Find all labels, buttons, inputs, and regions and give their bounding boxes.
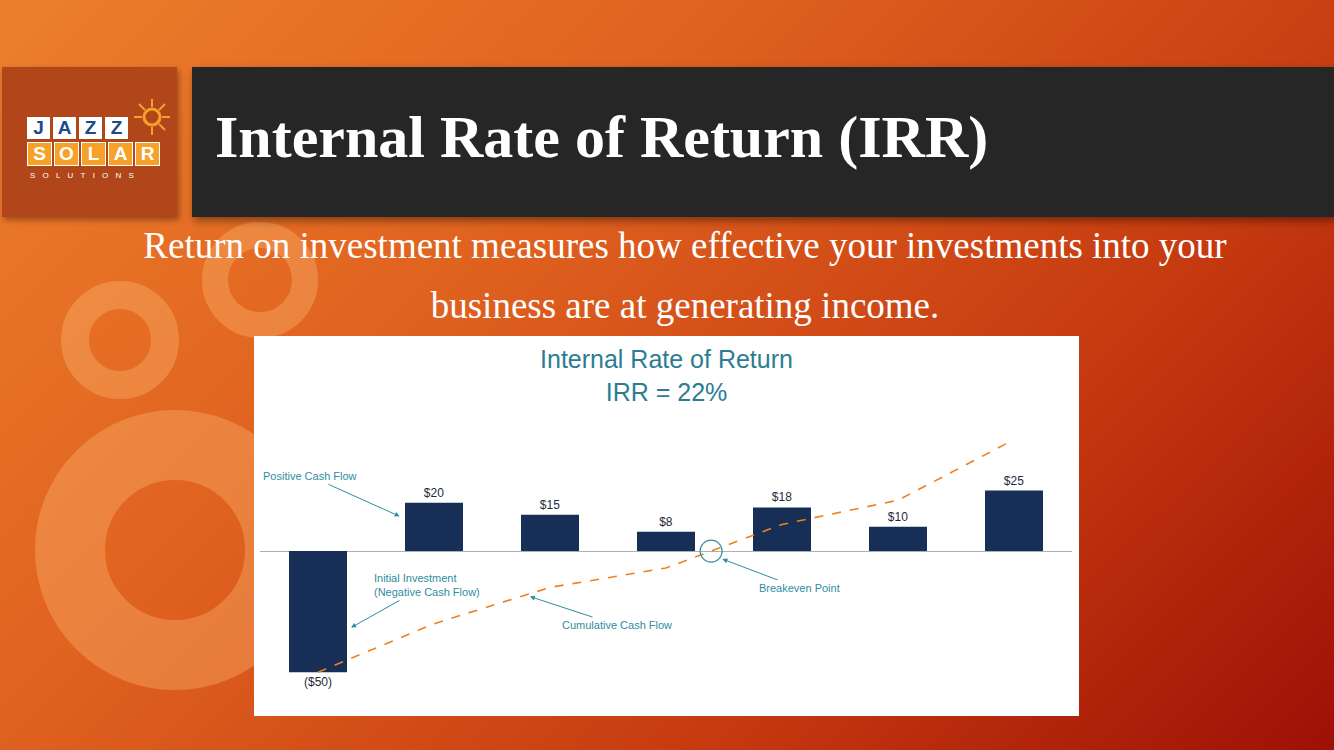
svg-text:Initial Investment(Negative Ca: Initial Investment(Negative Cash Flow) xyxy=(374,572,480,598)
html-text:A: A xyxy=(113,143,128,164)
html-text:L: L xyxy=(87,143,100,164)
svg-text:$15: $15 xyxy=(540,498,560,512)
html-text:Internal Rate of Return (IRR): Internal Rate of Return (IRR) xyxy=(215,104,989,170)
html-text:R: R xyxy=(140,143,155,164)
html-text:O: O xyxy=(59,143,74,164)
svg-text:$20: $20 xyxy=(424,486,444,500)
svg-text:$18: $18 xyxy=(772,490,792,504)
svg-text:$25: $25 xyxy=(1004,474,1024,488)
html-text:S: S xyxy=(33,143,46,164)
svg-text:Cumulative Cash Flow: Cumulative Cash Flow xyxy=(562,619,672,631)
svg-text:$8: $8 xyxy=(659,515,673,529)
html-text:Return on investment measures: Return on investment measures how effect… xyxy=(143,225,1227,326)
svg-text:Breakeven Point: Breakeven Point xyxy=(759,582,840,594)
html-text:Z: Z xyxy=(84,117,97,138)
svg-text:Internal Rate of ReturnIRR = 2: Internal Rate of ReturnIRR = 22% xyxy=(540,345,793,406)
svg-text:$10: $10 xyxy=(888,510,908,524)
svg-text:($50): ($50) xyxy=(304,675,332,689)
html-text:Z: Z xyxy=(110,117,123,138)
html-text:A: A xyxy=(57,117,72,138)
html-text:SOLUTIONS: SOLUTIONS xyxy=(30,171,141,180)
svg-text:Positive Cash Flow: Positive Cash Flow xyxy=(263,470,357,482)
html-text:J: J xyxy=(33,117,44,138)
